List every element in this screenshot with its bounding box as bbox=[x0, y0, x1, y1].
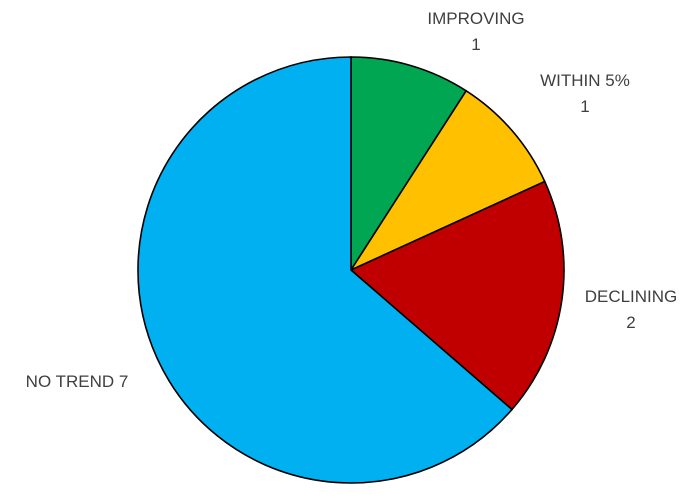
pie-slice-declining bbox=[349, 180, 565, 411]
pie-slice-improving bbox=[350, 56, 468, 273]
data-label-no-trend: NO TREND 7 bbox=[26, 372, 129, 391]
slices-layer bbox=[137, 56, 565, 484]
pie-slice-no-trend bbox=[137, 56, 514, 484]
data-label-improving-value: 1 bbox=[471, 35, 480, 54]
data-label-improving-name: IMPROVING bbox=[427, 9, 524, 28]
data-label-within-5-value: 1 bbox=[580, 97, 589, 116]
data-label-declining-value: 2 bbox=[626, 313, 635, 332]
labels-layer: IMPROVING 1 WITHIN 5% 1 DECLINING 2 NO TREND 7 bbox=[26, 9, 678, 391]
data-label-declining-name: DECLINING bbox=[585, 287, 678, 306]
pie-slice-within-5 bbox=[348, 89, 546, 272]
data-label-within-5-name: WITHIN 5% bbox=[540, 71, 630, 90]
